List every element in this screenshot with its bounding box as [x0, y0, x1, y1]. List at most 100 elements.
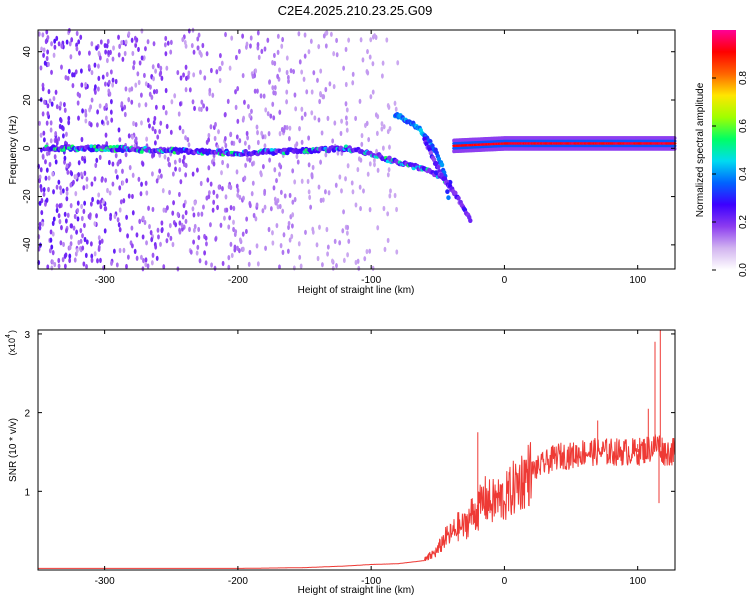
- spectrogram-cell: [350, 180, 354, 186]
- spectrogram-cell: [246, 156, 249, 162]
- spectrogram-cell: [116, 161, 120, 167]
- spectrogram-cell: [43, 99, 46, 105]
- spectrogram-cell: [82, 208, 86, 214]
- spectrogram-cell: [228, 215, 232, 221]
- spectrogram-cell: [243, 99, 246, 105]
- spectrogram-cell: [66, 169, 70, 175]
- spectrogram-cell: [292, 68, 296, 75]
- spectrogram-cell: [134, 82, 138, 88]
- spectrogram-cell: [157, 63, 160, 69]
- spectrogram-cell: [234, 229, 238, 235]
- spectrogram-cell: [345, 230, 349, 236]
- spectrogram-cell: [65, 190, 69, 196]
- spectrogram-cell: [272, 115, 276, 121]
- spectrogram-cell: [278, 131, 282, 137]
- spectrogram-cell: [110, 99, 113, 105]
- spectrogram-cell: [150, 236, 154, 243]
- spectrogram-cell: [261, 208, 265, 214]
- spectrogram-cell: [207, 132, 211, 139]
- spectrogram-cell: [386, 128, 390, 135]
- spectrogram-cell: [96, 199, 100, 205]
- spectrogram-cell: [68, 257, 72, 264]
- spectrogram-cell: [330, 258, 334, 264]
- spectrogram-cell: [310, 110, 314, 116]
- spectrogram-cell: [196, 45, 200, 51]
- spectrogram-cell: [75, 247, 79, 254]
- spectrogram-cell: [205, 51, 209, 57]
- spectrogram-cell: [374, 112, 378, 118]
- spectrogram-cell: [259, 172, 263, 178]
- spectrogram-cell: [229, 205, 233, 211]
- spectrogram-cell: [184, 64, 188, 70]
- spectrogram-cell: [57, 257, 61, 264]
- spectrogram-cell: [192, 72, 196, 78]
- spectrogram-cell: [55, 184, 59, 190]
- spectrogram-cell: [285, 69, 289, 76]
- spectrogram-cell: [205, 106, 209, 112]
- spectrogram-cell: [127, 31, 131, 37]
- spectrogram-cell: [93, 89, 97, 95]
- spectrogram-cell: [322, 33, 326, 39]
- spectrogram-cell: [154, 244, 158, 250]
- spectrogram-cell: [126, 254, 130, 260]
- spectrogram-cell: [326, 251, 329, 257]
- spectrogram-cell: [151, 206, 155, 213]
- spectrogram-cell: [39, 65, 43, 71]
- spectrogram-cell: [210, 262, 213, 268]
- spectrogram-cell: [296, 159, 300, 165]
- spectrogram-cell: [248, 202, 252, 209]
- spectrogram-cell: [60, 225, 63, 231]
- spectrogram-cell: [255, 202, 259, 208]
- spectrogram-cell: [70, 171, 74, 177]
- spectrogram-cell: [354, 202, 358, 208]
- spectrogram-cell: [238, 237, 242, 243]
- spectrogram-cell: [162, 207, 166, 213]
- spectrogram-cell: [204, 235, 208, 241]
- spectrogram-cell: [293, 179, 297, 185]
- spectrogram-cell: [159, 70, 163, 76]
- snr-x-tick-label: -200: [228, 576, 248, 587]
- snr-y-tick-label: 2: [24, 409, 30, 420]
- snr-y-axis: 1 2 3: [24, 330, 675, 498]
- spectrogram-cell: [76, 216, 80, 222]
- spectrogram-cell: [152, 41, 156, 47]
- spectrogram-cell: [96, 109, 99, 115]
- spectrogram-cell: [335, 52, 339, 58]
- spectrogram-cell: [90, 69, 94, 76]
- spectrogram-cell: [291, 223, 294, 229]
- spectrogram-cell: [331, 138, 335, 144]
- spectrogram-cell: [371, 89, 375, 95]
- spectrogram-cell: [144, 261, 148, 268]
- spectrogram-cell: [202, 103, 205, 109]
- spectrogram-cell: [76, 200, 80, 206]
- spectrogram-cell: [223, 111, 227, 118]
- spectrogram-cell: [256, 88, 259, 94]
- spectrogram-cell: [52, 189, 55, 195]
- spectrogram-cell: [263, 46, 267, 52]
- spectrogram-cell: [38, 178, 41, 184]
- spectrogram-cell: [359, 37, 363, 43]
- colorbar-tick-label: 0.2: [738, 215, 749, 229]
- spectrogram-frame: [37, 29, 676, 270]
- spectrogram-cell: [446, 195, 451, 201]
- spectrogram-cell: [149, 84, 152, 90]
- spectrogram-cell: [46, 111, 50, 117]
- spectrogram-cell: [67, 115, 71, 121]
- spectrogram-cell: [95, 45, 99, 51]
- spectrogram-cell: [73, 257, 77, 263]
- spectrogram-cell: [431, 157, 437, 163]
- spectrogram-cell: [368, 248, 372, 254]
- spectrogram-cell: [271, 60, 274, 66]
- spectrogram-cell: [62, 241, 65, 248]
- spectrogram-cell: [293, 196, 297, 203]
- spectrogram-cell: [83, 222, 86, 229]
- spectrogram-cell: [115, 174, 119, 180]
- spectrogram-cell: [45, 120, 49, 126]
- spectrogram-cell: [324, 152, 328, 158]
- spectrogram-cell: [371, 265, 375, 271]
- spectrogram-cell: [256, 41, 260, 48]
- spectrogram-cell: [287, 220, 291, 227]
- spectrogram-cell: [106, 187, 109, 194]
- spectrogram-cell: [275, 222, 279, 229]
